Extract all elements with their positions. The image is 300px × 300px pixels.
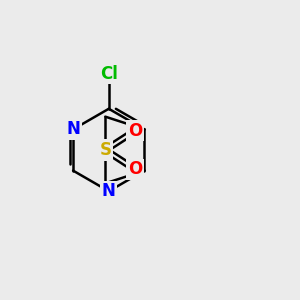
- Text: O: O: [128, 160, 142, 178]
- Text: O: O: [128, 122, 142, 140]
- Text: N: N: [102, 182, 116, 200]
- Text: S: S: [99, 141, 111, 159]
- Text: N: N: [66, 120, 80, 138]
- Text: Cl: Cl: [100, 65, 118, 83]
